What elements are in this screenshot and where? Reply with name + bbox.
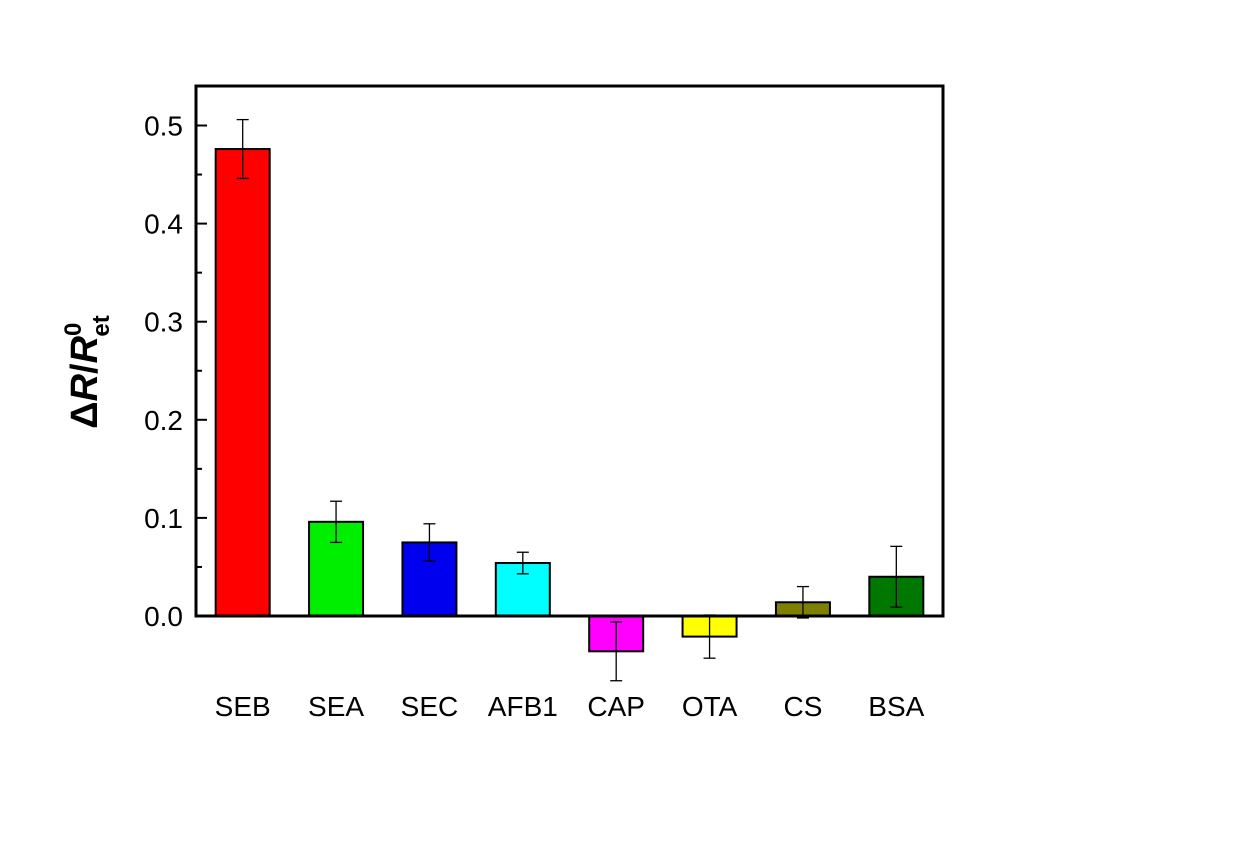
bar-seb bbox=[214, 148, 271, 617]
y-tick-label: 0.2 bbox=[144, 405, 183, 436]
y-tick-label: 0.0 bbox=[144, 601, 183, 632]
y-axis-ticks: 0.0 0.1 0.2 0.3 0.4 0.5 bbox=[144, 111, 207, 632]
x-tick-label-ota: OTA bbox=[682, 691, 738, 722]
x-tick-label-seb: SEB bbox=[215, 691, 271, 722]
y-label-slash: / bbox=[64, 363, 106, 374]
y-axis-label: ΔR/R0et bbox=[60, 315, 115, 428]
y-label-r2: R bbox=[64, 335, 106, 363]
y-label-r: R bbox=[64, 373, 106, 401]
y-label-delta: Δ bbox=[64, 401, 106, 428]
error-bars-layer bbox=[236, 118, 903, 682]
y-label-sub: et bbox=[88, 315, 115, 336]
plot-frame bbox=[194, 84, 945, 618]
y-tick-label: 0.4 bbox=[144, 209, 183, 240]
x-axis-categories: SEB SEA SEC AFB1 CAP OTA CS BSA bbox=[215, 691, 925, 722]
y-tick-label: 0.1 bbox=[144, 503, 183, 534]
x-tick-label-sea: SEA bbox=[308, 691, 364, 722]
x-tick-label-bsa: BSA bbox=[868, 691, 924, 722]
y-label-sup: 0 bbox=[60, 323, 87, 336]
x-tick-label-afb1: AFB1 bbox=[488, 691, 558, 722]
y-tick-label: 0.3 bbox=[144, 307, 183, 338]
x-tick-label-sec: SEC bbox=[401, 691, 459, 722]
x-tick-label-cap: CAP bbox=[587, 691, 645, 722]
x-tick-label-cs: CS bbox=[783, 691, 822, 722]
y-tick-label: 0.5 bbox=[144, 111, 183, 142]
bars-layer bbox=[214, 148, 925, 653]
